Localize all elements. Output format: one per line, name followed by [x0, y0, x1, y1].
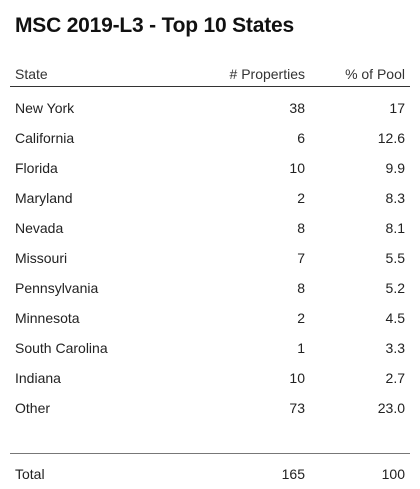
table-row: Minnesota 2 4.5: [10, 303, 410, 333]
pool-cell: 5.2: [385, 280, 405, 296]
pool-cell: 17: [389, 100, 405, 116]
table-row: South Carolina 1 3.3: [10, 333, 410, 363]
properties-cell: 38: [289, 100, 305, 116]
table-row: Florida 10 9.9: [10, 153, 410, 183]
properties-cell: 8: [297, 220, 305, 236]
table-row: California 6 12.6: [10, 123, 410, 153]
properties-cell: 2: [297, 190, 305, 206]
state-cell: Pennsylvania: [15, 280, 99, 296]
table-total-row: Total 165 100: [10, 459, 410, 489]
properties-cell: 7: [297, 250, 305, 266]
pool-cell: 4.5: [385, 310, 405, 326]
column-header-state: State: [15, 66, 48, 82]
state-cell: South Carolina: [15, 340, 108, 356]
state-cell: Minnesota: [15, 310, 80, 326]
total-properties: 165: [281, 466, 305, 482]
table-row: Indiana 10 2.7: [10, 363, 410, 393]
properties-cell: 2: [297, 310, 305, 326]
properties-cell: 8: [297, 280, 305, 296]
properties-cell: 10: [289, 160, 305, 176]
pool-cell: 5.5: [385, 250, 405, 266]
state-cell: California: [15, 130, 75, 146]
properties-cell: 1: [297, 340, 305, 356]
table-divider: [10, 423, 410, 454]
pool-cell: 12.6: [377, 130, 405, 146]
pool-cell: 8.1: [385, 220, 405, 236]
column-header-properties: # Properties: [229, 66, 305, 82]
table-row: Maryland 2 8.3: [10, 183, 410, 213]
table-row: Missouri 7 5.5: [10, 243, 410, 273]
table-row: New York 38 17: [10, 93, 410, 123]
pool-cell: 2.7: [385, 370, 405, 386]
page-title: MSC 2019-L3 - Top 10 States: [15, 14, 294, 37]
state-cell: Maryland: [15, 190, 73, 206]
table-row: Other 73 23.0: [10, 393, 410, 423]
state-cell: Florida: [15, 160, 58, 176]
states-table: State # Properties % of Pool New York 38 1…: [10, 62, 410, 489]
state-cell: Missouri: [15, 250, 68, 266]
properties-cell: 6: [297, 130, 305, 146]
properties-cell: 73: [289, 400, 305, 416]
pool-cell: 23.0: [377, 400, 405, 416]
state-cell: New York: [15, 100, 75, 116]
pool-cell: 8.3: [385, 190, 405, 206]
table-body: New York 38 17 California 6 12.6 Florida 10 9.9 M…: [10, 93, 410, 423]
table-row: Pennsylvania 8 5.2: [10, 273, 410, 303]
state-cell: Other: [15, 400, 51, 416]
properties-cell: 10: [289, 370, 305, 386]
table-row: Nevada 8 8.1: [10, 213, 410, 243]
pool-cell: 3.3: [385, 340, 405, 356]
pool-cell: 9.9: [385, 160, 405, 176]
column-header-pool: % of Pool: [345, 66, 405, 82]
total-pool: 100: [381, 466, 405, 482]
total-label: Total: [15, 466, 45, 482]
table-header-row: State # Properties % of Pool: [10, 62, 410, 87]
state-cell: Nevada: [15, 220, 64, 236]
state-cell: Indiana: [15, 370, 61, 386]
